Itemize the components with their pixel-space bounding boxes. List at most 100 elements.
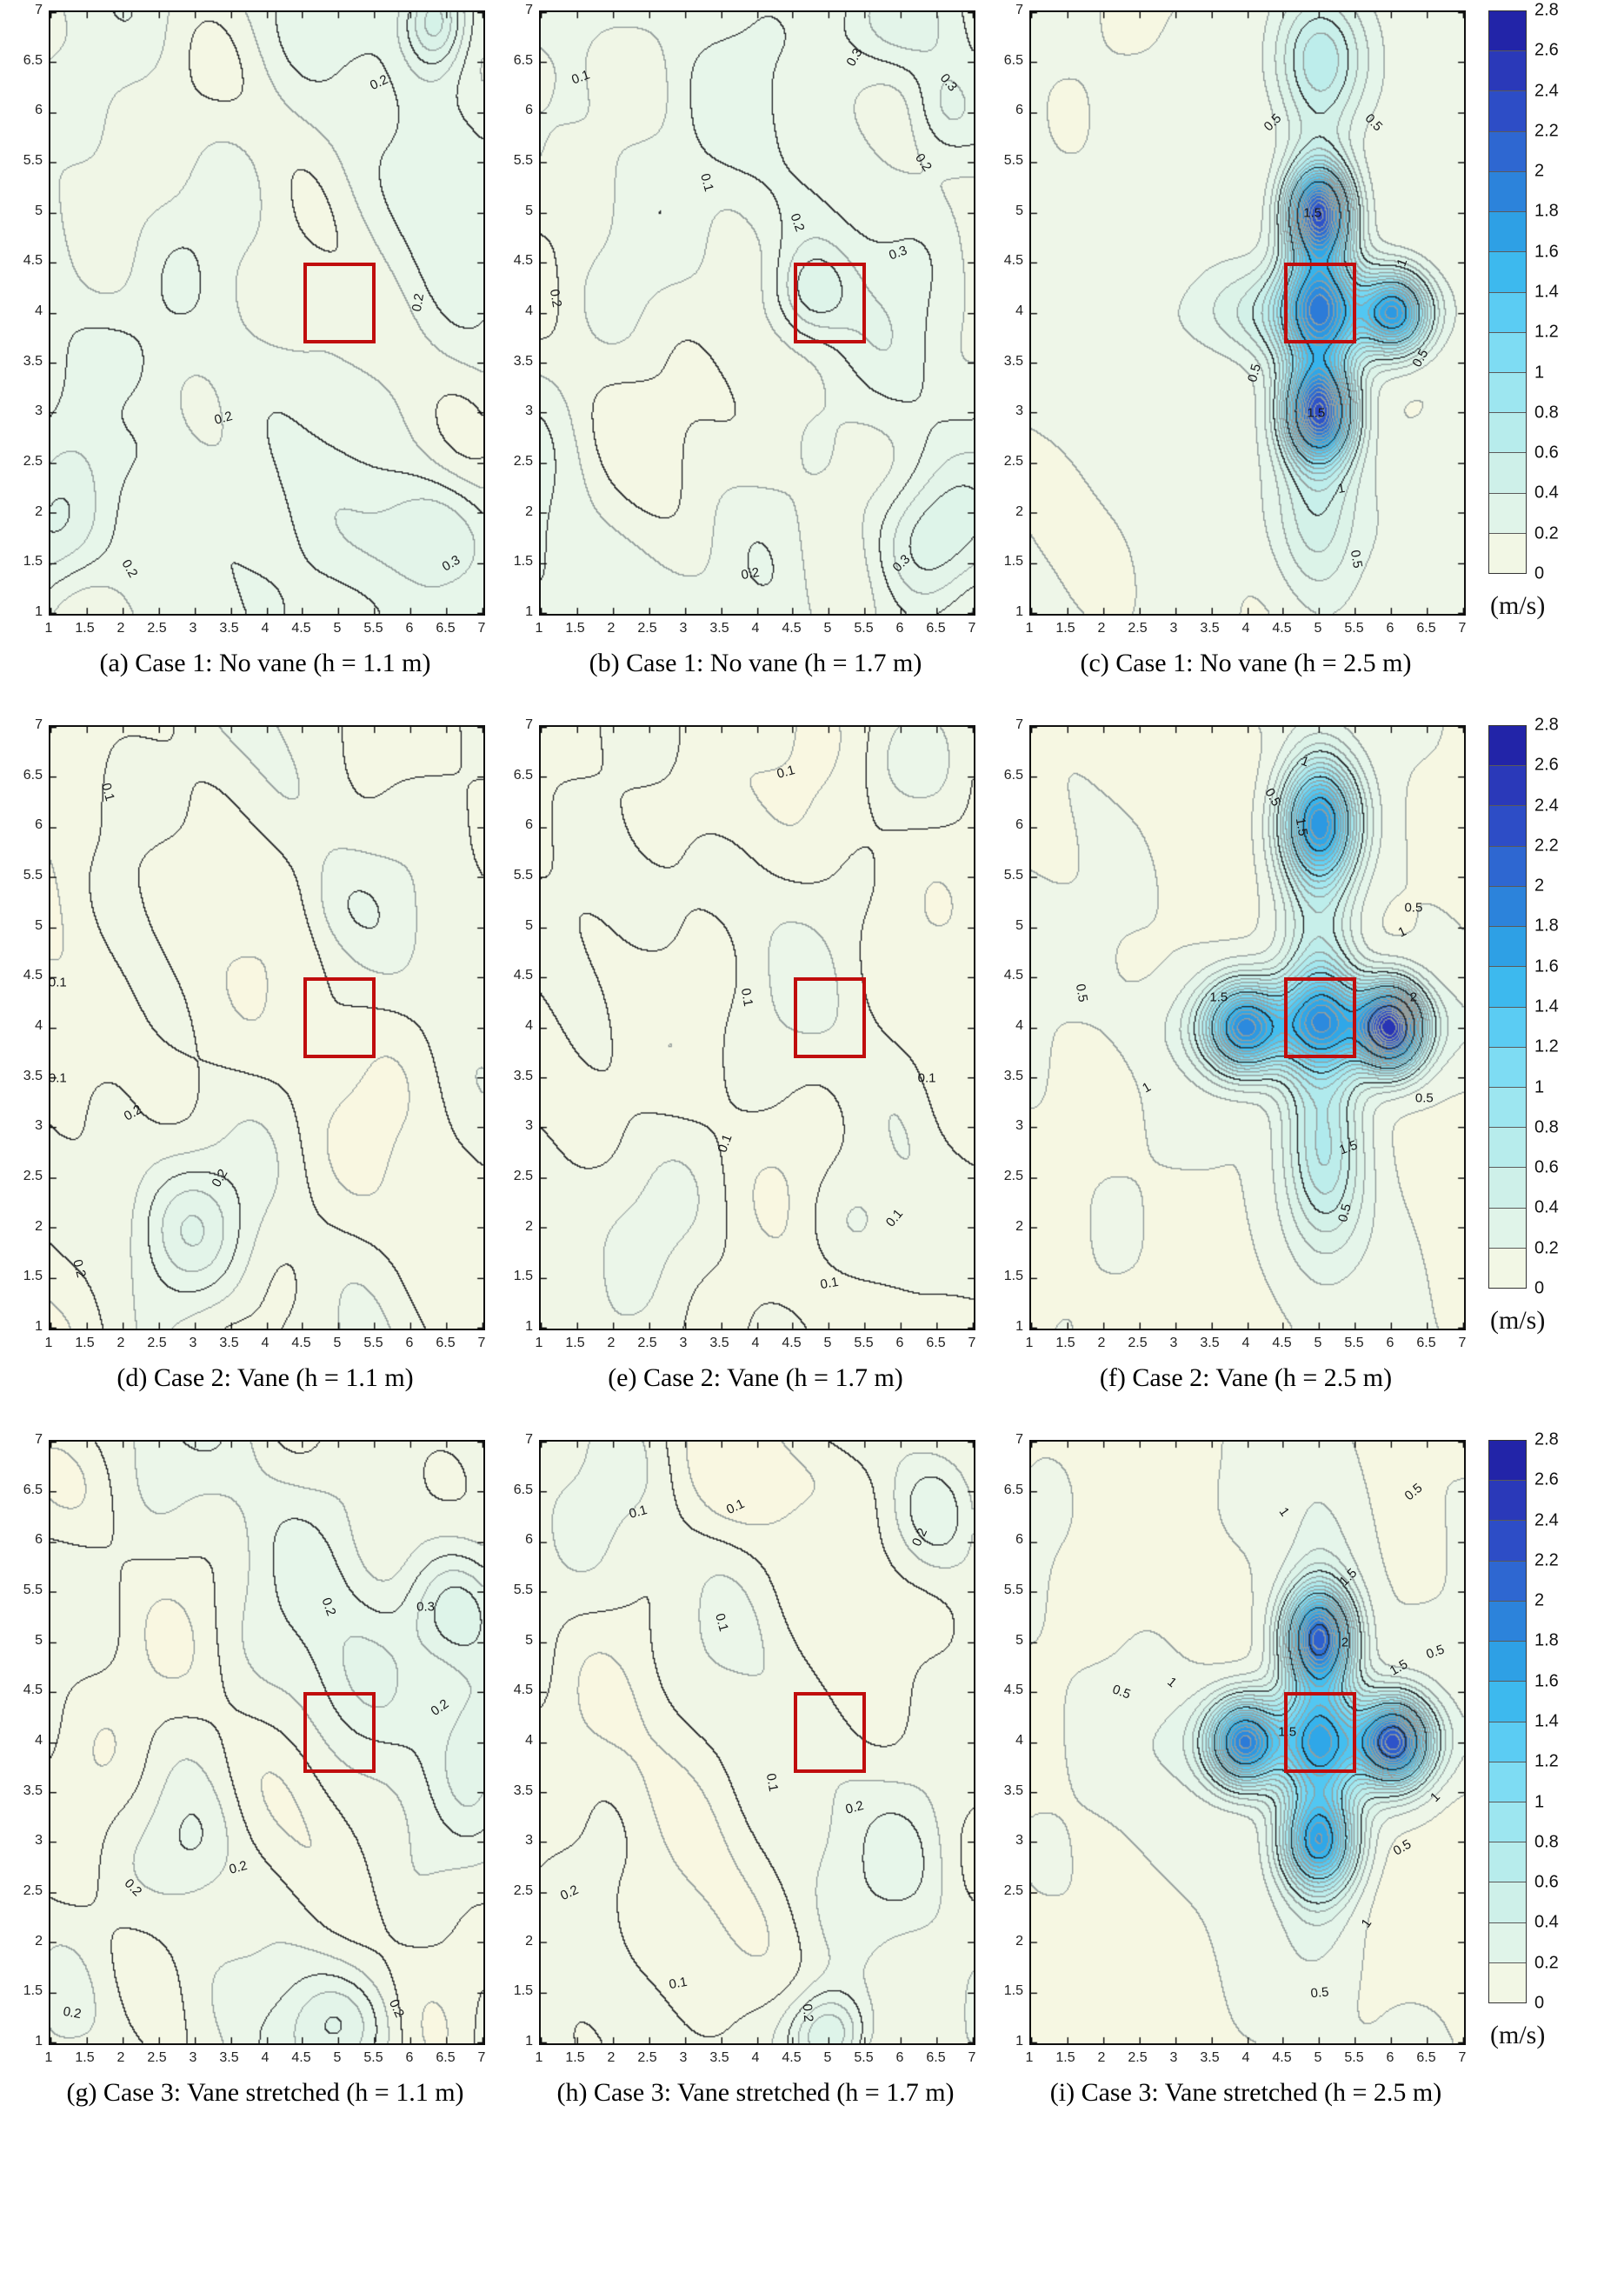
y-tick-label: 3 <box>525 1118 533 1134</box>
contour-canvas <box>541 1442 974 2043</box>
y-tick-label: 4 <box>35 1018 43 1033</box>
colorbar-cell <box>1489 372 1526 414</box>
y-tick-label: 5 <box>35 917 43 933</box>
x-tick-label: 4.5 <box>782 621 802 636</box>
y-tick-label: 1.5 <box>23 1269 43 1284</box>
x-axis-ticks: 1 1.5 2 2.5 3 3.5 4 4.5 5 5.5 6 6.5 7 <box>1026 616 1467 638</box>
colorbar-tick-label: 2.6 <box>1534 755 1559 775</box>
colorbar: 2.8 2.6 2.4 2.2 2 1.8 1.6 1.4 1.2 1 0.8 0.6 0.4 0.2 0 … <box>1488 716 1583 1336</box>
y-tick-label: 2 <box>525 1933 533 1949</box>
x-tick-label: 6.5 <box>926 1336 946 1350</box>
colorbar-cell <box>1489 1087 1526 1129</box>
colorbar-unit-label: (m/s) <box>1490 2021 1546 2049</box>
colorbar-cell <box>1489 1722 1526 1762</box>
y-tick-label: 3 <box>1015 403 1023 419</box>
y-tick-label: 4 <box>525 1018 533 1033</box>
x-axis-ticks: 1 1.5 2 2.5 3 3.5 4 4.5 5 5.5 6 6.5 7 <box>1026 1330 1467 1353</box>
plot-caption: (a) Case 1: No vane (h = 1.1 m) <box>99 649 431 677</box>
colorbar-tick-label: 1.8 <box>1534 201 1559 221</box>
colorbar-cell <box>1489 1601 1526 1642</box>
x-tick-label: 6 <box>1386 2050 1394 2065</box>
y-tick-label: 5 <box>525 1632 533 1648</box>
colorbar-unit-label: (m/s) <box>1490 1306 1546 1335</box>
x-tick-label: 7 <box>477 621 486 636</box>
x-tick-label: 2 <box>116 621 125 636</box>
contour-plot-d: 7 6.5 6 5.5 5 4.5 4 3.5 3 2.5 2 1.5 1 0.1 0.1 0.1 0.2 0.… <box>12 717 486 1393</box>
y-tick-label: 1 <box>525 604 533 619</box>
x-tick-label: 5 <box>1314 1336 1322 1350</box>
y-tick-label: 2 <box>1015 503 1023 519</box>
x-tick-label: 2.5 <box>147 1336 167 1350</box>
contour-plot-f: 7 6.5 6 5.5 5 4.5 4 3.5 3 2.5 2 1.5 1 0.5 1 1.5 0.5 1 0.5… <box>993 717 1467 1393</box>
colorbar-tick-label: 2.4 <box>1534 796 1559 816</box>
y-tick-label: 3 <box>35 1833 43 1849</box>
highlight-square <box>793 263 866 343</box>
x-tick-label: 4 <box>1241 621 1250 636</box>
colorbar-tick-label: 1.6 <box>1534 1671 1559 1691</box>
x-tick-label: 5 <box>823 1336 832 1350</box>
y-tick-label: 5 <box>525 917 533 933</box>
colorbar-tick-label: 1.2 <box>1534 1036 1559 1056</box>
y-tick-label: 4.5 <box>1003 1682 1023 1698</box>
colorbar: 2.8 2.6 2.4 2.2 2 1.8 1.6 1.4 1.2 1 0.8 0.6 0.4 0.2 0 … <box>1488 1 1583 621</box>
y-tick-label: 1.5 <box>513 1983 533 1999</box>
contour-level-label: 1.5 <box>1209 989 1228 1005</box>
y-tick-label: 5 <box>525 203 533 218</box>
y-tick-label: 2.5 <box>1003 1883 1023 1898</box>
y-tick-label: 5.5 <box>23 868 43 883</box>
y-tick-label: 1.5 <box>513 554 533 570</box>
y-axis-ticks: 7 6.5 6 5.5 5 4.5 4 3.5 3 2.5 2 1.5 1 <box>12 3 49 619</box>
x-tick-label: 2.5 <box>1128 621 1148 636</box>
colorbar-tick-label: 0.2 <box>1534 1238 1559 1258</box>
colorbar-tick-label: 2.4 <box>1534 81 1559 101</box>
colorbar-tick-label: 1.6 <box>1534 242 1559 262</box>
colorbar-tick-label: 1.4 <box>1534 1711 1559 1731</box>
x-tick-label: 4 <box>751 2050 760 2065</box>
y-tick-label: 5.5 <box>513 868 533 883</box>
y-tick-label: 3.5 <box>1003 353 1023 369</box>
y-tick-label: 7 <box>1015 1432 1023 1447</box>
x-tick-label: 1.5 <box>565 1336 585 1350</box>
x-tick-label: 6 <box>1386 1336 1394 1350</box>
colorbar-tick-label: 1.8 <box>1534 916 1559 936</box>
x-tick-label: 5 <box>1314 2050 1322 2065</box>
colorbar-tick-label: 1 <box>1534 1792 1545 1812</box>
y-tick-label: 5 <box>35 1632 43 1648</box>
y-tick-label: 4.5 <box>23 968 43 983</box>
contour-level-label: 0.1 <box>711 1611 731 1633</box>
contour-level-label: 0.5 <box>1309 1984 1330 2002</box>
colorbar-cell <box>1489 413 1526 454</box>
x-tick-label: 5 <box>823 2050 832 2065</box>
contour-level-label: 0.2 <box>62 2004 83 2022</box>
y-tick-label: 4.5 <box>1003 253 1023 269</box>
contour-level-label: 0.1 <box>667 1974 689 1992</box>
y-tick-label: 2 <box>35 503 43 519</box>
contour-level-label: 0.1 <box>48 1070 67 1086</box>
contour-plot-b: 7 6.5 6 5.5 5 4.5 4 3.5 3 2.5 2 1.5 1 0.1 0.3 0.3 0.2 0.… <box>503 3 976 678</box>
y-tick-label: 3.5 <box>1003 1068 1023 1083</box>
x-tick-label: 3 <box>1169 2050 1178 2065</box>
plot-frame: 0.1 0.1 0.1 0.1 0.1 0.1 <box>539 725 975 1330</box>
figure-row: 7 6.5 6 5.5 5 4.5 4 3.5 3 2.5 2 1.5 1 0.1 0.1 0.1 0.2 0.… <box>12 716 1624 1393</box>
x-tick-label: 3 <box>189 2050 197 2065</box>
y-tick-label: 1.5 <box>513 1269 533 1284</box>
y-tick-label: 6 <box>525 817 533 833</box>
y-tick-label: 4.5 <box>513 1682 533 1698</box>
x-tick-label: 4 <box>261 1336 270 1350</box>
contour-level-label: 0.5 <box>1404 900 1423 916</box>
x-tick-label: 4.5 <box>291 1336 311 1350</box>
x-tick-label: 6 <box>405 2050 414 2065</box>
plot-caption: (g) Case 3: Vane stretched (h = 1.1 m) <box>66 2078 464 2107</box>
colorbar-tick-label: 0.4 <box>1534 483 1559 503</box>
x-tick-label: 6.5 <box>1416 621 1436 636</box>
colorbar-tick-label: 0.6 <box>1534 443 1559 463</box>
x-tick-label: 6 <box>895 2050 904 2065</box>
colorbar-cell <box>1489 1007 1526 1048</box>
y-tick-label: 1 <box>525 2034 533 2049</box>
colorbar: 2.8 2.6 2.4 2.2 2 1.8 1.6 1.4 1.2 1 0.8 0.6 0.4 0.2 0 … <box>1488 1430 1583 2050</box>
y-axis-ticks: 7 6.5 6 5.5 5 4.5 4 3.5 3 2.5 2 1.5 1 <box>993 717 1029 1334</box>
colorbar-tick-label: 0 <box>1534 563 1545 583</box>
colorbar-cell <box>1489 806 1526 847</box>
x-tick-label: 4 <box>1241 1336 1250 1350</box>
colorbar-tick-label: 2.8 <box>1534 1429 1559 1449</box>
